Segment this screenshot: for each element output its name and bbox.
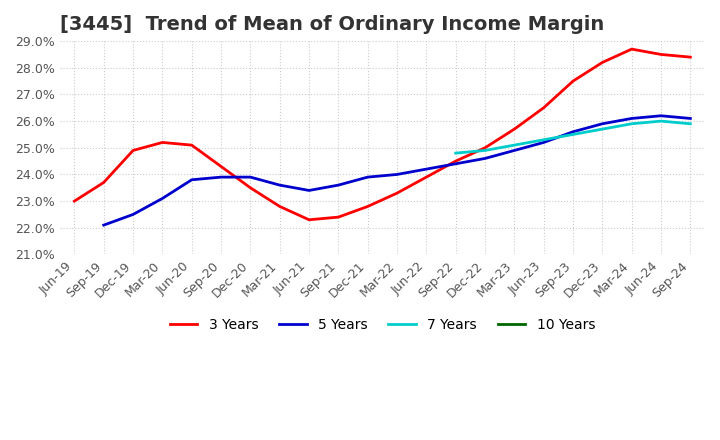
5 Years bbox=[539, 140, 548, 145]
5 Years bbox=[275, 183, 284, 188]
5 Years bbox=[305, 188, 313, 193]
5 Years bbox=[657, 113, 665, 118]
Line: 3 Years: 3 Years bbox=[74, 49, 690, 220]
3 Years bbox=[99, 180, 108, 185]
3 Years bbox=[686, 55, 695, 60]
3 Years bbox=[187, 143, 196, 148]
Line: 5 Years: 5 Years bbox=[104, 116, 690, 225]
5 Years bbox=[158, 196, 167, 201]
3 Years bbox=[246, 185, 255, 191]
3 Years bbox=[158, 140, 167, 145]
3 Years bbox=[305, 217, 313, 223]
5 Years bbox=[334, 183, 343, 188]
3 Years bbox=[657, 52, 665, 57]
7 Years bbox=[510, 143, 518, 148]
5 Years bbox=[422, 166, 431, 172]
3 Years bbox=[451, 158, 460, 164]
Legend: 3 Years, 5 Years, 7 Years, 10 Years: 3 Years, 5 Years, 7 Years, 10 Years bbox=[164, 312, 600, 337]
5 Years bbox=[510, 148, 518, 153]
3 Years bbox=[217, 164, 225, 169]
Text: [3445]  Trend of Mean of Ordinary Income Margin: [3445] Trend of Mean of Ordinary Income … bbox=[60, 15, 604, 34]
7 Years bbox=[657, 118, 665, 124]
5 Years bbox=[392, 172, 401, 177]
5 Years bbox=[686, 116, 695, 121]
5 Years bbox=[187, 177, 196, 183]
3 Years bbox=[70, 198, 78, 204]
5 Years bbox=[99, 223, 108, 228]
Line: 7 Years: 7 Years bbox=[456, 121, 690, 153]
3 Years bbox=[364, 204, 372, 209]
3 Years bbox=[334, 214, 343, 220]
5 Years bbox=[451, 161, 460, 166]
3 Years bbox=[510, 126, 518, 132]
3 Years bbox=[422, 175, 431, 180]
7 Years bbox=[627, 121, 636, 126]
3 Years bbox=[129, 148, 138, 153]
5 Years bbox=[598, 121, 607, 126]
5 Years bbox=[364, 175, 372, 180]
7 Years bbox=[451, 150, 460, 156]
5 Years bbox=[481, 156, 490, 161]
7 Years bbox=[481, 148, 490, 153]
5 Years bbox=[627, 116, 636, 121]
7 Years bbox=[598, 126, 607, 132]
5 Years bbox=[569, 129, 577, 134]
3 Years bbox=[481, 145, 490, 150]
7 Years bbox=[539, 137, 548, 143]
7 Years bbox=[569, 132, 577, 137]
3 Years bbox=[392, 191, 401, 196]
5 Years bbox=[246, 175, 255, 180]
3 Years bbox=[275, 204, 284, 209]
3 Years bbox=[569, 78, 577, 84]
7 Years bbox=[686, 121, 695, 126]
3 Years bbox=[539, 105, 548, 110]
3 Years bbox=[598, 60, 607, 65]
5 Years bbox=[129, 212, 138, 217]
5 Years bbox=[217, 175, 225, 180]
3 Years bbox=[627, 47, 636, 52]
